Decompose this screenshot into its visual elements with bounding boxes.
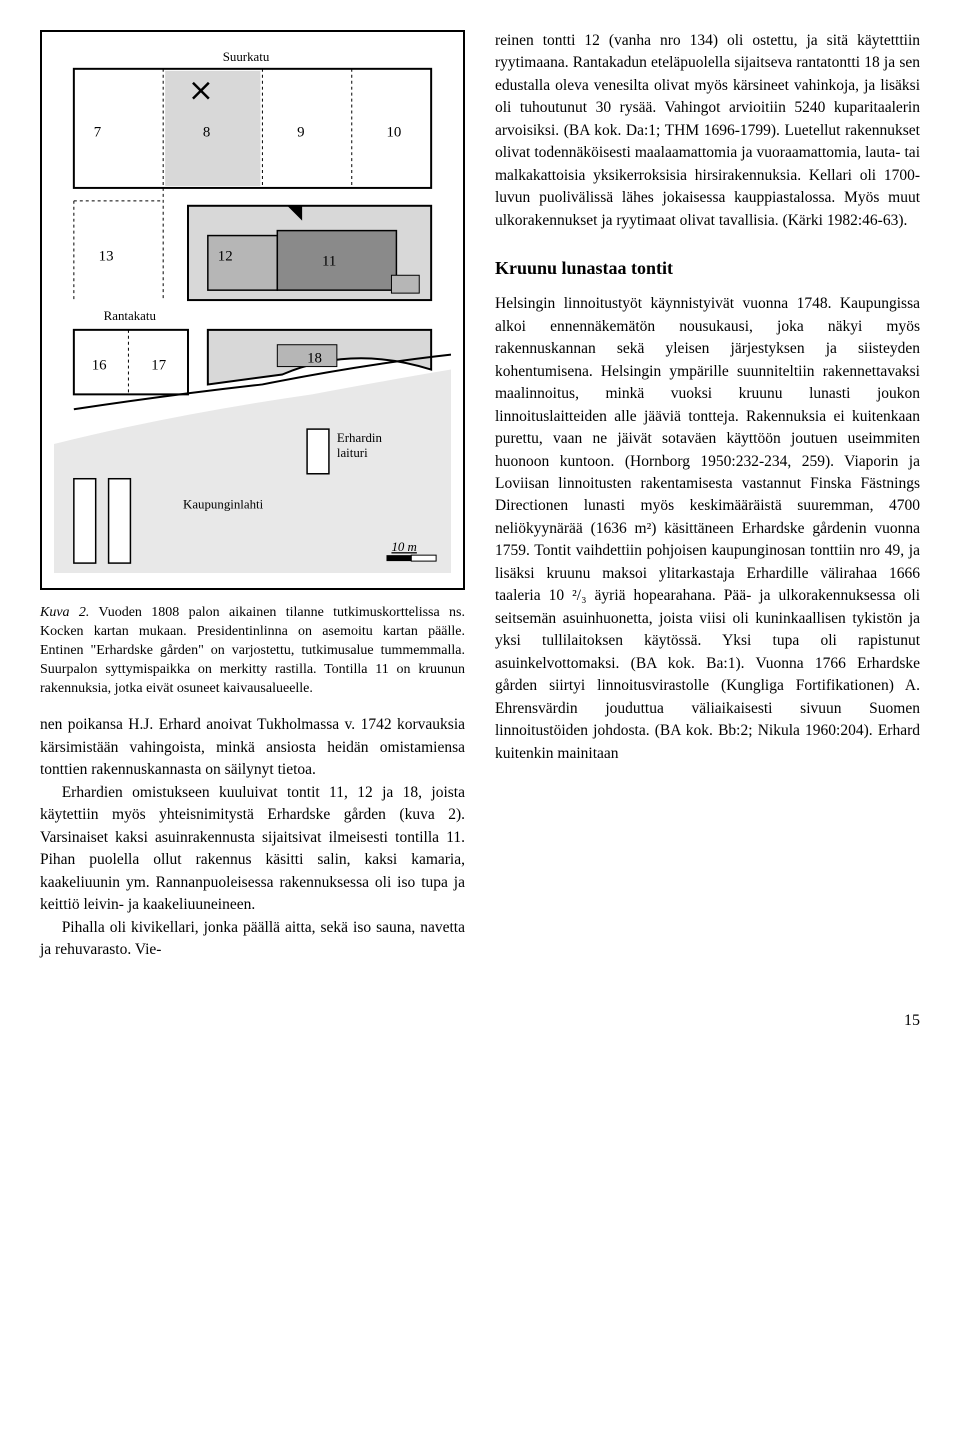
plot-label: 10: [386, 124, 401, 140]
pier-label-2: laituri: [337, 446, 368, 460]
plot-label: 9: [297, 124, 304, 140]
scale-label: 10 m: [391, 540, 416, 554]
left-body: nen poikansa H.J. Erhard anoivat Tukholm…: [40, 714, 465, 961]
left-column: Suurkatu 7 8 9 10: [40, 30, 465, 962]
right-body-2: Helsingin linnoitustyöt käynnistyivät vu…: [495, 293, 920, 765]
bay-label: Kaupunginlahti: [183, 498, 264, 512]
para: Helsingin linnoitustyöt käynnistyivät vu…: [495, 293, 920, 765]
street-label-top: Suurkatu: [223, 50, 270, 64]
study-area-11: [277, 231, 396, 291]
small-bldg: [391, 275, 419, 293]
plot-label: 8: [203, 124, 210, 140]
scale-bar-2: [411, 555, 436, 561]
plot-label: 17: [151, 358, 166, 374]
pier-label-1: Erhardin: [337, 431, 383, 445]
long-pier-1: [74, 479, 96, 563]
plot-label: 12: [218, 248, 233, 264]
para: reinen tontti 12 (vanha nro 134) oli ost…: [495, 30, 920, 232]
para: Pihalla oli kivikellari, jonka päällä ai…: [40, 917, 465, 962]
plot8-shade: [165, 71, 260, 186]
page-number: 15: [40, 1012, 920, 1030]
plot-label: 11: [322, 253, 336, 269]
caption-label: Kuva 2.: [40, 605, 89, 620]
plot-label: 7: [94, 124, 102, 140]
street-label-mid: Rantakatu: [104, 309, 157, 323]
scale-bar-1: [386, 555, 411, 561]
para: nen poikansa H.J. Erhard anoivat Tukholm…: [40, 714, 465, 781]
pier: [307, 429, 329, 474]
figure-map: Suurkatu 7 8 9 10: [40, 30, 465, 590]
plot-label: 13: [99, 248, 114, 264]
right-body-1: reinen tontti 12 (vanha nro 134) oli ost…: [495, 30, 920, 232]
figure-caption: Kuva 2. Vuoden 1808 palon aikainen tilan…: [40, 604, 465, 698]
map-svg: Suurkatu 7 8 9 10: [54, 44, 451, 576]
plot-label: 18: [307, 351, 322, 367]
para: Erhardien omistukseen kuuluivat tontit 1…: [40, 782, 465, 917]
page-layout: Suurkatu 7 8 9 10: [40, 30, 920, 962]
section-heading: Kruunu lunastaa tontit: [495, 258, 920, 279]
plot-label: 16: [92, 358, 107, 374]
caption-text: Vuoden 1808 palon aikainen tilanne tutki…: [40, 605, 465, 696]
long-pier-2: [109, 479, 131, 563]
right-column: reinen tontti 12 (vanha nro 134) oli ost…: [495, 30, 920, 962]
